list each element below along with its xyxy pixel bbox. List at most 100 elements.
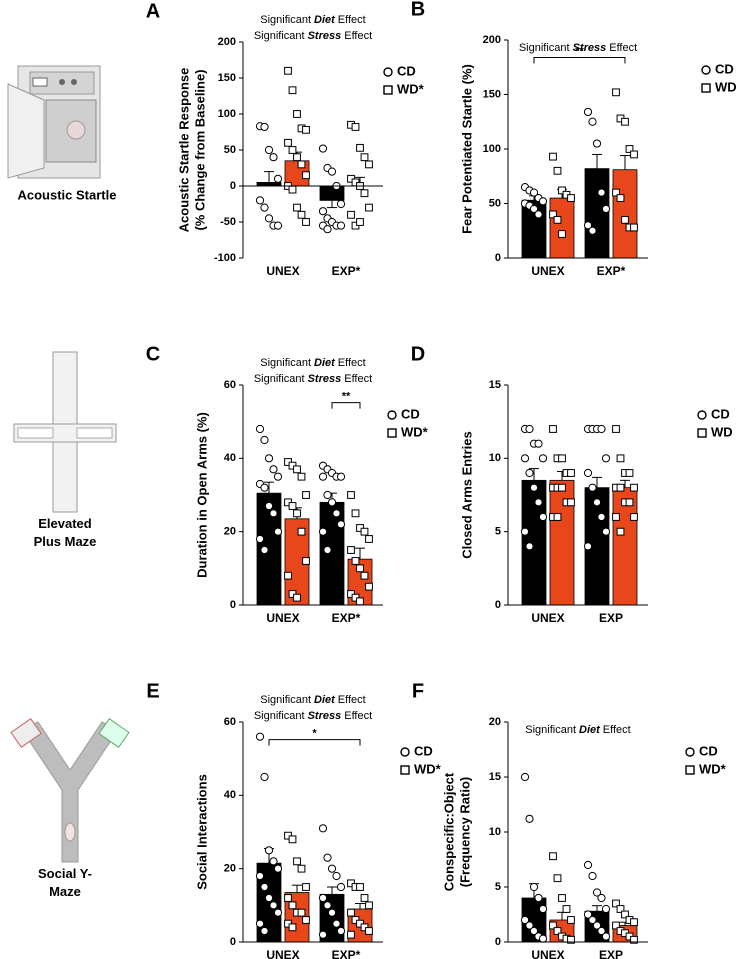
data-point	[264, 893, 274, 903]
y-tick-label: 0	[230, 936, 236, 948]
legend-marker	[685, 747, 695, 757]
data-point	[260, 203, 269, 212]
y-tick-label: 40	[224, 789, 236, 801]
data-point	[592, 498, 602, 507]
y-tick-label: 50	[489, 197, 501, 209]
data-point	[264, 846, 274, 855]
data-point	[612, 188, 620, 197]
data-point	[553, 927, 562, 935]
data-point	[601, 454, 611, 463]
y-tick-label: 5	[495, 881, 501, 893]
legend-marker	[387, 410, 397, 420]
bracket-label: **	[342, 391, 351, 403]
data-point	[525, 921, 534, 930]
data-point	[327, 908, 337, 917]
annotation-part: Diet	[579, 724, 601, 736]
data-point	[302, 883, 310, 891]
annotation-part: Significant	[254, 30, 305, 42]
row-label-box: Elevated Plus Maze	[34, 516, 97, 549]
data-point	[332, 509, 341, 518]
data-point	[625, 498, 634, 507]
data-point	[597, 512, 606, 522]
data-point	[612, 88, 620, 97]
annotation-part: Significant	[525, 724, 576, 736]
data-point	[284, 894, 292, 902]
data-point	[318, 893, 328, 903]
data-point	[327, 498, 337, 507]
data-point	[525, 424, 534, 434]
data-point	[293, 110, 301, 118]
data-point	[347, 491, 355, 499]
y-tick-label: 60	[224, 379, 236, 391]
row-label: Social Y-Maze	[38, 866, 92, 899]
row-label-box: Social Y-Maze	[38, 866, 92, 899]
annotation-part: Stress	[308, 710, 342, 722]
y-axis-label: Duration in Open Arms (%)	[194, 412, 209, 578]
y-tick-label: 150	[218, 72, 236, 84]
legend-label: CD	[397, 63, 416, 78]
y-tick-label: 0	[495, 252, 501, 264]
data-point	[260, 122, 269, 132]
bar	[319, 185, 345, 201]
data-point	[621, 910, 629, 919]
y-axis-label: Conspecific:Object	[441, 772, 456, 891]
data-point	[616, 527, 625, 536]
data-point	[601, 204, 611, 214]
data-point	[302, 916, 310, 924]
data-point	[327, 864, 337, 873]
bracket-line	[331, 402, 361, 409]
data-point	[621, 215, 629, 224]
x-tick-label: EXP	[599, 611, 623, 625]
data-point	[360, 189, 369, 198]
data-point	[525, 542, 534, 551]
data-point	[297, 160, 306, 169]
data-point	[360, 571, 369, 580]
annotation-part: Stress	[308, 373, 342, 385]
data-point	[260, 926, 269, 936]
data-point	[293, 153, 301, 162]
data-point	[347, 908, 355, 917]
data-point	[351, 557, 360, 565]
data-point	[365, 160, 373, 169]
y-tick-label: 20	[224, 863, 236, 875]
x-tick-label: UNEX	[266, 611, 299, 625]
x-tick-label: UNEX	[531, 611, 564, 625]
data-point	[529, 188, 539, 197]
data-point	[356, 564, 364, 573]
data-point	[525, 468, 534, 478]
data-point	[549, 210, 557, 219]
bracket-label: **	[575, 45, 584, 57]
data-point	[625, 469, 634, 477]
data-point	[332, 871, 341, 881]
data-point	[601, 932, 611, 941]
chart-panel: B 0 50 100 150 200 Fear Potentiated Startle (%…	[411, 0, 737, 278]
data-point	[529, 882, 539, 892]
legend-label: CD	[401, 406, 420, 421]
data-point	[293, 509, 301, 518]
data-point	[302, 491, 310, 499]
data-point	[264, 501, 274, 511]
data-point	[625, 145, 634, 153]
y-axis-label: (Frequency Ratio)	[457, 777, 472, 888]
data-point	[567, 916, 575, 924]
bar	[521, 479, 547, 606]
data-point	[255, 424, 265, 434]
y-tick-label: 50	[224, 144, 236, 156]
y-axis-label: Social Interactions	[194, 774, 209, 890]
significance-bracket: *	[268, 728, 361, 746]
annotation: Significant Diet Effect	[260, 694, 365, 706]
data-point	[336, 472, 346, 481]
data-point	[336, 882, 346, 892]
y-tick-label: 0	[495, 599, 501, 611]
data-point	[567, 935, 575, 944]
data-point	[260, 882, 269, 892]
data-point	[264, 214, 274, 223]
data-point	[293, 203, 301, 212]
data-point	[347, 210, 355, 219]
data-point	[318, 207, 328, 216]
error-bar	[592, 476, 602, 488]
y-tick-label: 15	[489, 379, 501, 391]
data-point	[549, 425, 557, 433]
x-tick-label: UNEX	[266, 948, 299, 959]
data-point	[323, 901, 332, 910]
